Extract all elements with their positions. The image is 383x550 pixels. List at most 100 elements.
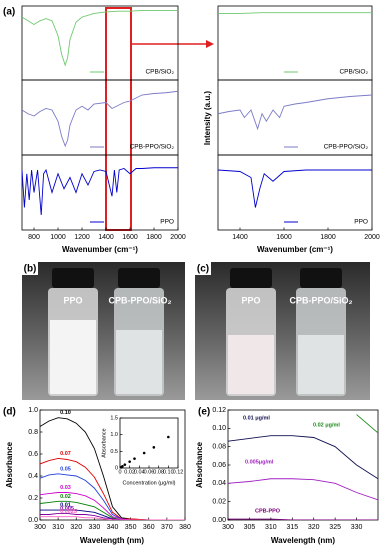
- x-tick-label: 330: [351, 524, 363, 531]
- plot-frame: [217, 154, 373, 231]
- x-tick-label: 330: [89, 524, 101, 531]
- series-label: 0.02 μg/ml: [313, 422, 340, 428]
- legend-label: CPB/SiO₂: [339, 69, 368, 76]
- y-tick-label: 0.0: [28, 517, 38, 524]
- chart: 1400 1600 1800 2000 Wavenumber (cm⁻¹) PPO: [217, 154, 380, 254]
- chart: Intensity (a.u.) CPB-PPO/SiO₂: [203, 79, 373, 156]
- y-tick-label: 0.10: [212, 425, 226, 432]
- series-line: [40, 473, 185, 520]
- x-tick-label: 315: [286, 524, 298, 531]
- x-tick-label: 1400: [232, 234, 248, 241]
- series-line: [22, 9, 178, 67]
- legend-label: CPB-PPO/SiO₂: [324, 144, 369, 151]
- point: [133, 457, 136, 460]
- x-tick-label: 300: [222, 524, 234, 531]
- y-tick-label: 1.5: [110, 415, 118, 421]
- point: [167, 435, 170, 439]
- series-label: 0.005: [60, 506, 74, 512]
- zoom-box: [105, 7, 132, 231]
- x-axis-label: Wavelength (nm): [271, 536, 335, 545]
- panel-label: (a): [3, 7, 15, 18]
- x-tick-label: 0.10: [163, 469, 174, 475]
- point: [142, 451, 146, 455]
- y-tick-label: 0.02: [212, 499, 226, 506]
- legend-label: CPB/SiO₂: [145, 69, 174, 76]
- series-label: 0.05: [60, 466, 71, 472]
- y-tick-label: 0.06: [212, 462, 226, 469]
- x-tick-label: 0: [118, 469, 121, 475]
- vial-label: CPB-PPO/SiO₂: [289, 295, 352, 305]
- panel-label: (c): [197, 264, 209, 275]
- x-tick-label: 0.08: [153, 469, 164, 475]
- y-tick-label: 0.4: [28, 473, 38, 480]
- x-tick-label: 320: [308, 524, 320, 531]
- x-tick-label: 305: [244, 524, 256, 531]
- chart: 0 0.020.040.060.080.100.1200.51.01.5Conce…: [101, 415, 183, 486]
- panel-label: (d): [3, 407, 16, 418]
- series-line: [22, 90, 178, 148]
- x-tick-label: 1200: [74, 234, 90, 241]
- y-tick-label: 1.0: [110, 432, 118, 438]
- point: [128, 460, 131, 463]
- y-tick-label: 0.00: [212, 517, 226, 524]
- x-tick-label: 800: [28, 234, 40, 241]
- x-tick-label: 0.12: [173, 469, 184, 475]
- series-label: 0.02: [60, 494, 71, 500]
- series-line: [228, 478, 378, 501]
- y-axis-label: Absorbance: [5, 441, 14, 488]
- series-line: [40, 509, 185, 520]
- x-axis-label: Wavenumber (cm⁻¹): [62, 245, 138, 254]
- y-axis-label: Absorbance: [101, 428, 107, 457]
- legend-label: PPO: [354, 219, 368, 226]
- series-label: 0.01 μg/ml: [243, 415, 270, 421]
- x-tick-label: 380: [179, 524, 191, 531]
- x-tick-label: 310: [52, 524, 64, 531]
- series-line: [356, 414, 378, 434]
- x-axis-label: Wavelength (nm): [80, 536, 144, 545]
- series-label: 0.0025: [60, 509, 77, 515]
- y-tick-label: 0.5: [110, 449, 118, 455]
- point: [121, 465, 124, 468]
- y-tick-label: 1.0: [28, 407, 38, 414]
- x-tick-label: 360: [143, 524, 155, 531]
- vial-label: PPO: [63, 295, 82, 305]
- y-tick-label: 0.12: [212, 407, 226, 414]
- y-tick-label: 0: [115, 465, 118, 471]
- x-tick-label: 320: [70, 524, 82, 531]
- chart: (a) CPB/SiO₂: [3, 5, 179, 81]
- x-tick-label: 325: [329, 524, 341, 531]
- x-tick-label: 1600: [122, 234, 138, 241]
- series-line: [40, 492, 185, 520]
- y-tick-label: 0.2: [28, 495, 38, 502]
- y-axis-label: Intensity (a.u.): [203, 91, 212, 146]
- photo-b: (b) PPO CPB-PPO/SiO₂: [22, 262, 185, 400]
- point: [123, 463, 127, 466]
- plot-frame: [119, 417, 179, 469]
- x-tick-label: 2000: [170, 234, 186, 241]
- vial-label: PPO: [241, 295, 260, 305]
- chart: 300 310 320 330 340 350 360 370 380 0.0 0.2 0.4 0.6 0…: [3, 407, 191, 545]
- y-axis-label: Absorbance: [195, 441, 204, 488]
- x-tick-label: 2000: [364, 234, 380, 241]
- legend-label: CPB-PPO/SiO₂: [130, 144, 175, 151]
- x-tick-label: 310: [265, 524, 277, 531]
- vial-label: CPB-PPO/SiO₂: [108, 295, 171, 305]
- x-tick-label: 0.04: [134, 469, 145, 475]
- x-axis-label: Wavenumber (cm⁻¹): [257, 245, 333, 254]
- series-label: 0.10: [60, 410, 71, 416]
- series-label: 0.01: [60, 503, 71, 509]
- y-tick-label: 0.6: [28, 451, 38, 458]
- series-label: 0.03: [60, 485, 71, 491]
- series-line: [218, 12, 372, 14]
- x-tick-label: 340: [107, 524, 119, 531]
- series-line: [40, 500, 185, 520]
- x-tick-label: 300: [34, 524, 46, 531]
- series-line: [228, 435, 378, 480]
- y-tick-label: 0.04: [212, 480, 226, 487]
- x-tick-label: 0.06: [144, 469, 155, 475]
- x-tick-label: 370: [161, 524, 173, 531]
- x-tick-label: 1600: [276, 234, 292, 241]
- panel-label: (b): [24, 264, 37, 275]
- legend-label: PPO: [160, 219, 174, 226]
